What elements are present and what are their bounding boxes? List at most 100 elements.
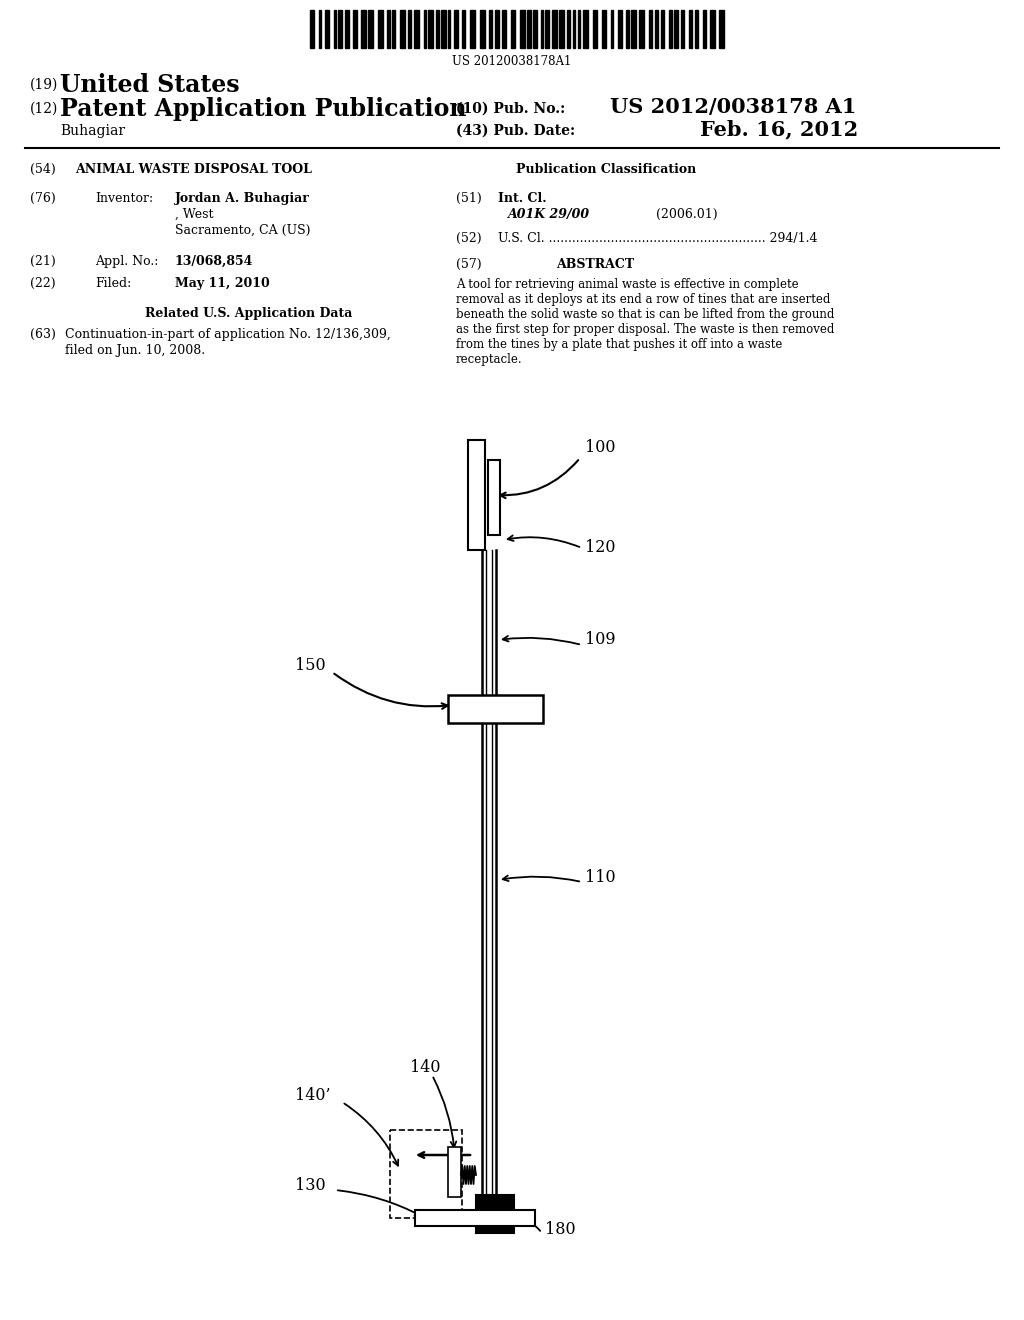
Text: Appl. No.:: Appl. No.: bbox=[95, 255, 159, 268]
Text: 109: 109 bbox=[585, 631, 615, 648]
Bar bbox=[618, 11, 622, 48]
Text: Buhagiar: Buhagiar bbox=[60, 124, 125, 139]
Text: 100: 100 bbox=[585, 440, 615, 457]
Text: , West: , West bbox=[175, 209, 213, 220]
Bar bbox=[545, 11, 549, 48]
Bar bbox=[325, 11, 329, 48]
Text: 140’: 140’ bbox=[295, 1086, 331, 1104]
Bar bbox=[583, 11, 588, 48]
Bar bbox=[681, 11, 684, 48]
Text: (57): (57) bbox=[456, 257, 481, 271]
Bar bbox=[436, 11, 439, 48]
Bar bbox=[468, 440, 485, 550]
Text: 120: 120 bbox=[585, 540, 615, 557]
Bar bbox=[414, 11, 419, 48]
Text: (51): (51) bbox=[456, 191, 481, 205]
Bar bbox=[541, 11, 543, 48]
Bar bbox=[345, 11, 349, 48]
Text: ANIMAL WASTE DISPOSAL TOOL: ANIMAL WASTE DISPOSAL TOOL bbox=[75, 162, 312, 176]
Text: beneath the solid waste so that is can be lifted from the ground: beneath the solid waste so that is can b… bbox=[456, 308, 835, 321]
Bar bbox=[602, 11, 606, 48]
Bar bbox=[447, 696, 543, 723]
Bar bbox=[462, 11, 465, 48]
Bar bbox=[424, 11, 426, 48]
Bar bbox=[319, 11, 321, 48]
Text: (22): (22) bbox=[30, 277, 55, 290]
Text: 110: 110 bbox=[585, 870, 615, 887]
Text: removal as it deploys at its end a row of tines that are inserted: removal as it deploys at its end a row o… bbox=[456, 293, 830, 306]
Bar bbox=[310, 11, 314, 48]
Text: (2006.01): (2006.01) bbox=[656, 209, 718, 220]
Text: Related U.S. Application Data: Related U.S. Application Data bbox=[145, 308, 352, 319]
Bar bbox=[655, 11, 658, 48]
Text: 180: 180 bbox=[545, 1221, 575, 1238]
Text: 13/068,854: 13/068,854 bbox=[175, 255, 253, 268]
Bar bbox=[649, 11, 652, 48]
Bar bbox=[495, 11, 499, 48]
Bar bbox=[631, 11, 636, 48]
Bar bbox=[408, 11, 411, 48]
Text: Publication Classification: Publication Classification bbox=[516, 162, 696, 176]
Text: A01K 29/00: A01K 29/00 bbox=[508, 209, 590, 220]
Text: Inventor:: Inventor: bbox=[95, 191, 154, 205]
Text: 130: 130 bbox=[295, 1176, 326, 1193]
Text: 140: 140 bbox=[410, 1060, 440, 1077]
Bar bbox=[489, 11, 492, 48]
Bar bbox=[334, 11, 336, 48]
Bar bbox=[703, 11, 706, 48]
Text: Feb. 16, 2012: Feb. 16, 2012 bbox=[700, 119, 858, 139]
Text: (54): (54) bbox=[30, 162, 55, 176]
Text: (12): (12) bbox=[30, 102, 58, 116]
Text: as the first step for proper disposal. The waste is then removed: as the first step for proper disposal. T… bbox=[456, 323, 835, 337]
Bar bbox=[689, 11, 692, 48]
Bar bbox=[353, 11, 357, 48]
Bar bbox=[454, 11, 458, 48]
Bar bbox=[470, 11, 475, 48]
Text: (10) Pub. No.:: (10) Pub. No.: bbox=[456, 102, 565, 116]
Text: 150: 150 bbox=[295, 656, 326, 673]
Bar bbox=[400, 11, 406, 48]
Bar bbox=[611, 11, 613, 48]
Bar bbox=[534, 11, 537, 48]
Bar bbox=[428, 11, 433, 48]
Text: US 2012/0038178 A1: US 2012/0038178 A1 bbox=[610, 96, 856, 117]
Text: receptacle.: receptacle. bbox=[456, 352, 522, 366]
Text: A tool for retrieving animal waste is effective in complete: A tool for retrieving animal waste is ef… bbox=[456, 279, 799, 290]
Bar bbox=[520, 11, 525, 48]
Bar bbox=[695, 11, 698, 48]
Text: (19): (19) bbox=[30, 78, 58, 92]
Text: Filed:: Filed: bbox=[95, 277, 131, 290]
Text: May 11, 2010: May 11, 2010 bbox=[175, 277, 269, 290]
Bar bbox=[387, 11, 390, 48]
Bar bbox=[552, 11, 557, 48]
Bar bbox=[573, 11, 575, 48]
Text: (63): (63) bbox=[30, 327, 56, 341]
Bar bbox=[567, 11, 570, 48]
Text: ABSTRACT: ABSTRACT bbox=[556, 257, 634, 271]
Text: filed on Jun. 10, 2008.: filed on Jun. 10, 2008. bbox=[65, 345, 205, 356]
Bar bbox=[449, 1147, 461, 1197]
Bar bbox=[593, 11, 597, 48]
Bar bbox=[480, 11, 485, 48]
Text: United States: United States bbox=[60, 73, 240, 96]
Bar bbox=[527, 11, 531, 48]
Text: (43) Pub. Date:: (43) Pub. Date: bbox=[456, 124, 575, 139]
Bar bbox=[669, 11, 672, 48]
Text: Jordan A. Buhagiar: Jordan A. Buhagiar bbox=[175, 191, 310, 205]
Text: (76): (76) bbox=[30, 191, 55, 205]
Text: Patent Application Publication: Patent Application Publication bbox=[60, 96, 467, 121]
Text: US 20120038178A1: US 20120038178A1 bbox=[453, 55, 571, 69]
Bar bbox=[710, 11, 715, 48]
Text: Continuation-in-part of application No. 12/136,309,: Continuation-in-part of application No. … bbox=[65, 327, 391, 341]
Bar bbox=[390, 1130, 462, 1218]
Bar bbox=[392, 11, 395, 48]
Bar bbox=[626, 11, 629, 48]
Text: (52): (52) bbox=[456, 232, 481, 246]
Bar bbox=[662, 11, 664, 48]
Bar bbox=[488, 459, 500, 535]
Bar bbox=[415, 1210, 535, 1226]
Bar bbox=[578, 11, 580, 48]
Bar bbox=[719, 11, 724, 48]
Bar bbox=[441, 11, 446, 48]
Bar bbox=[502, 11, 506, 48]
